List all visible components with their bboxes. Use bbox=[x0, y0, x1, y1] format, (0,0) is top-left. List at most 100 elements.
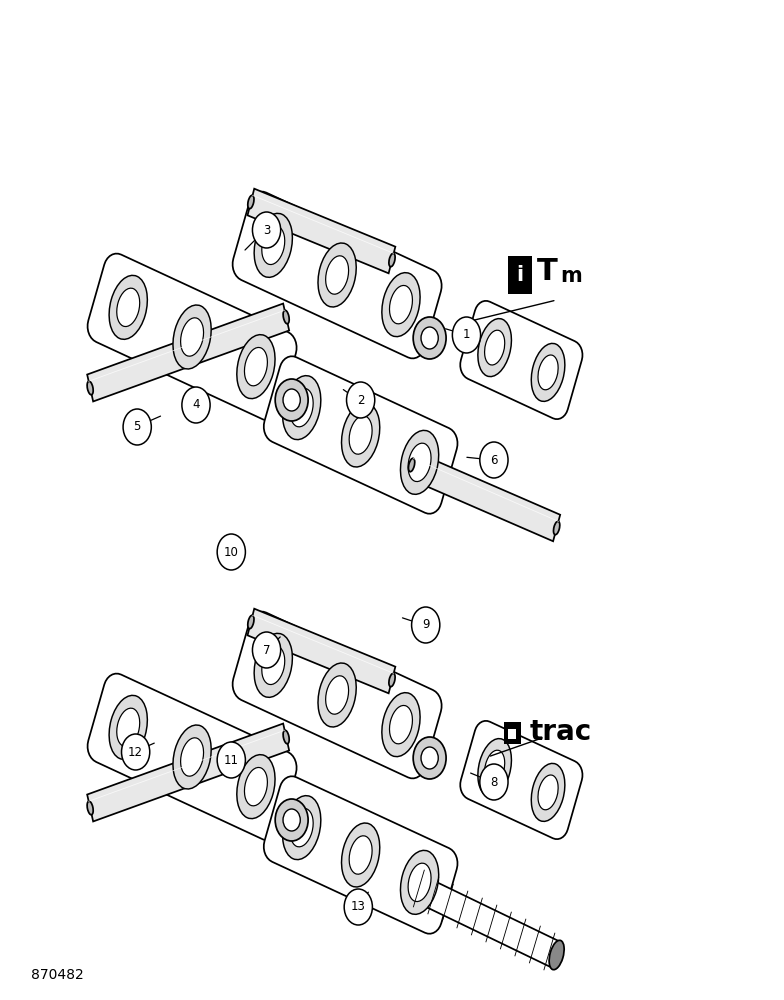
Ellipse shape bbox=[237, 755, 275, 819]
Ellipse shape bbox=[478, 319, 511, 377]
Circle shape bbox=[283, 389, 300, 411]
Ellipse shape bbox=[87, 381, 93, 395]
Polygon shape bbox=[87, 724, 289, 821]
Circle shape bbox=[413, 737, 446, 779]
Circle shape bbox=[421, 747, 438, 769]
Ellipse shape bbox=[382, 273, 420, 337]
Text: 5: 5 bbox=[133, 420, 141, 434]
Ellipse shape bbox=[318, 663, 356, 727]
Ellipse shape bbox=[538, 355, 558, 390]
Polygon shape bbox=[460, 301, 583, 419]
Text: 12: 12 bbox=[128, 746, 143, 758]
Ellipse shape bbox=[248, 615, 254, 629]
Polygon shape bbox=[248, 189, 395, 273]
Ellipse shape bbox=[318, 243, 356, 307]
Ellipse shape bbox=[390, 285, 412, 324]
Ellipse shape bbox=[180, 738, 204, 776]
Ellipse shape bbox=[325, 676, 349, 714]
Ellipse shape bbox=[254, 633, 292, 697]
Polygon shape bbox=[88, 674, 296, 840]
Circle shape bbox=[412, 607, 440, 643]
Text: 13: 13 bbox=[351, 900, 365, 914]
Ellipse shape bbox=[245, 347, 267, 386]
Text: 11: 11 bbox=[223, 754, 239, 766]
Ellipse shape bbox=[173, 725, 211, 789]
Ellipse shape bbox=[254, 213, 292, 277]
Ellipse shape bbox=[325, 256, 349, 294]
Polygon shape bbox=[87, 304, 289, 401]
Circle shape bbox=[275, 379, 308, 421]
Ellipse shape bbox=[485, 750, 505, 785]
Ellipse shape bbox=[245, 767, 267, 806]
Text: trac: trac bbox=[529, 718, 592, 746]
Circle shape bbox=[283, 809, 300, 831]
Circle shape bbox=[217, 534, 245, 570]
Text: i: i bbox=[516, 265, 524, 285]
Circle shape bbox=[421, 327, 438, 349]
Circle shape bbox=[217, 742, 245, 778]
Text: T: T bbox=[537, 257, 557, 286]
Circle shape bbox=[275, 799, 308, 841]
Ellipse shape bbox=[109, 275, 147, 339]
FancyBboxPatch shape bbox=[508, 256, 532, 294]
Ellipse shape bbox=[282, 376, 321, 440]
Circle shape bbox=[344, 889, 372, 925]
Polygon shape bbox=[263, 356, 458, 514]
Ellipse shape bbox=[87, 801, 93, 815]
Ellipse shape bbox=[349, 416, 372, 454]
Text: 4: 4 bbox=[192, 398, 200, 412]
Text: 8: 8 bbox=[490, 776, 498, 788]
Ellipse shape bbox=[485, 330, 505, 365]
Ellipse shape bbox=[282, 796, 321, 860]
Ellipse shape bbox=[117, 288, 140, 327]
Ellipse shape bbox=[283, 730, 289, 744]
Ellipse shape bbox=[237, 335, 275, 399]
Ellipse shape bbox=[478, 739, 511, 797]
Text: 3: 3 bbox=[263, 224, 270, 236]
Circle shape bbox=[452, 317, 481, 353]
Polygon shape bbox=[460, 721, 583, 839]
Polygon shape bbox=[408, 452, 561, 541]
Circle shape bbox=[347, 382, 375, 418]
Circle shape bbox=[123, 409, 151, 445]
Text: 9: 9 bbox=[422, 618, 430, 632]
Ellipse shape bbox=[290, 808, 313, 847]
Ellipse shape bbox=[349, 836, 372, 874]
Ellipse shape bbox=[389, 673, 395, 687]
Ellipse shape bbox=[262, 226, 285, 265]
Ellipse shape bbox=[109, 695, 147, 759]
Text: 10: 10 bbox=[224, 546, 238, 558]
Polygon shape bbox=[408, 872, 561, 968]
Ellipse shape bbox=[262, 646, 285, 685]
Ellipse shape bbox=[401, 850, 439, 914]
Ellipse shape bbox=[532, 343, 564, 401]
Text: 870482: 870482 bbox=[31, 968, 84, 982]
Ellipse shape bbox=[549, 940, 564, 970]
Ellipse shape bbox=[401, 430, 439, 494]
Ellipse shape bbox=[389, 253, 395, 267]
Circle shape bbox=[252, 212, 281, 248]
Ellipse shape bbox=[248, 195, 254, 209]
Ellipse shape bbox=[532, 763, 564, 821]
Circle shape bbox=[182, 387, 210, 423]
Polygon shape bbox=[233, 192, 441, 358]
Polygon shape bbox=[248, 609, 395, 693]
Ellipse shape bbox=[290, 388, 313, 427]
Ellipse shape bbox=[283, 310, 289, 324]
Text: 2: 2 bbox=[357, 393, 365, 406]
FancyBboxPatch shape bbox=[508, 729, 516, 739]
Ellipse shape bbox=[408, 458, 415, 472]
Ellipse shape bbox=[390, 705, 412, 744]
Ellipse shape bbox=[180, 318, 204, 356]
Ellipse shape bbox=[408, 863, 431, 902]
Text: 1: 1 bbox=[463, 328, 470, 342]
Circle shape bbox=[413, 317, 446, 359]
Circle shape bbox=[480, 442, 508, 478]
Ellipse shape bbox=[117, 708, 140, 747]
Ellipse shape bbox=[342, 823, 379, 887]
Ellipse shape bbox=[173, 305, 211, 369]
Circle shape bbox=[480, 764, 508, 800]
Ellipse shape bbox=[408, 443, 431, 482]
Text: 6: 6 bbox=[490, 454, 498, 466]
Polygon shape bbox=[88, 254, 296, 420]
